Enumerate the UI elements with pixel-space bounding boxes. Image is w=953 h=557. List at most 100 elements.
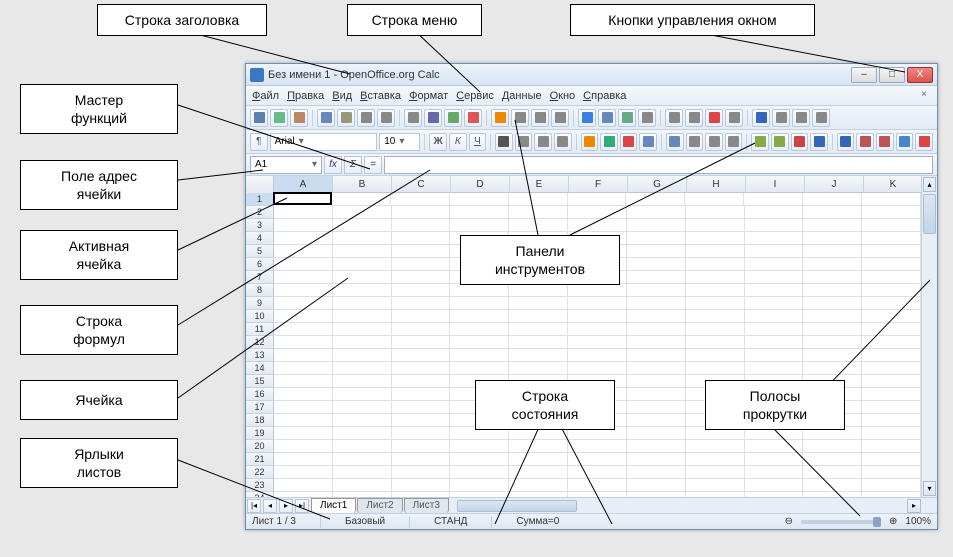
format-button[interactable] <box>666 133 684 151</box>
cell[interactable] <box>803 323 862 336</box>
cell[interactable] <box>332 193 391 206</box>
toolbar-button[interactable] <box>725 109 743 127</box>
cell[interactable] <box>333 401 392 414</box>
cell[interactable] <box>392 284 451 297</box>
cell[interactable] <box>686 453 745 466</box>
menu-item-вид[interactable]: Вид <box>332 90 352 102</box>
toolbar-button[interactable] <box>598 109 616 127</box>
name-box[interactable]: A1▾ <box>250 156 322 174</box>
cell[interactable] <box>509 466 568 479</box>
cell[interactable] <box>274 466 333 479</box>
cell[interactable] <box>333 310 392 323</box>
cell[interactable] <box>568 362 627 375</box>
cell[interactable] <box>627 310 686 323</box>
cell[interactable] <box>627 232 686 245</box>
cell[interactable] <box>862 414 921 427</box>
formula-input[interactable] <box>384 156 933 174</box>
toolbar-button[interactable] <box>511 109 529 127</box>
cell[interactable] <box>509 336 568 349</box>
cell[interactable] <box>627 453 686 466</box>
cell[interactable] <box>862 362 921 375</box>
cell[interactable] <box>627 362 686 375</box>
cell[interactable] <box>509 362 568 375</box>
cell[interactable] <box>274 388 333 401</box>
cell[interactable] <box>803 206 862 219</box>
sum-button[interactable]: Σ <box>344 156 362 174</box>
cell[interactable] <box>392 310 451 323</box>
toolbar-button[interactable] <box>705 109 723 127</box>
row-header[interactable]: 8 <box>246 284 274 297</box>
row-header[interactable]: 5 <box>246 245 274 258</box>
menu-item-файл[interactable]: Файл <box>252 90 279 102</box>
cell[interactable] <box>862 440 921 453</box>
cell[interactable] <box>686 284 745 297</box>
format-button[interactable] <box>554 133 572 151</box>
cell[interactable] <box>862 427 921 440</box>
zoom-in-icon[interactable]: ⊕ <box>889 516 897 527</box>
cell[interactable] <box>862 349 921 362</box>
cell[interactable] <box>745 232 804 245</box>
cell[interactable] <box>803 232 862 245</box>
cell[interactable] <box>509 323 568 336</box>
cell[interactable] <box>686 297 745 310</box>
cell[interactable] <box>509 453 568 466</box>
vertical-scrollbar[interactable]: ▴ ▾ <box>921 176 937 497</box>
cell[interactable] <box>627 284 686 297</box>
format-button[interactable] <box>620 133 638 151</box>
cell[interactable] <box>568 453 627 466</box>
cell[interactable] <box>509 193 568 206</box>
cell[interactable] <box>627 479 686 492</box>
row-header[interactable]: 19 <box>246 427 274 440</box>
format-button[interactable] <box>581 133 599 151</box>
cell[interactable] <box>333 297 392 310</box>
cell[interactable] <box>627 258 686 271</box>
zoom-out-icon[interactable]: ⊖ <box>785 516 793 527</box>
toolbar-button[interactable] <box>792 109 810 127</box>
titlebar[interactable]: Без имени 1 - OpenOffice.org Calc – □ X <box>246 64 937 86</box>
row-header[interactable]: 17 <box>246 401 274 414</box>
cell[interactable] <box>568 219 627 232</box>
cell[interactable] <box>333 284 392 297</box>
sheet-tab[interactable]: Лист1 <box>311 498 356 513</box>
cell[interactable] <box>392 388 451 401</box>
cell[interactable] <box>745 206 804 219</box>
row-header[interactable]: 4 <box>246 232 274 245</box>
cell[interactable] <box>745 349 804 362</box>
cell[interactable] <box>450 362 509 375</box>
cell[interactable] <box>686 362 745 375</box>
format-button[interactable] <box>771 133 789 151</box>
cell[interactable] <box>333 440 392 453</box>
cell[interactable] <box>392 440 451 453</box>
tab-nav-button[interactable]: ◂ <box>263 499 277 513</box>
toolbar-button[interactable] <box>812 109 830 127</box>
doc-close-icon[interactable]: × <box>917 89 931 103</box>
row-header[interactable]: 14 <box>246 362 274 375</box>
formula-eq-button[interactable]: = <box>364 156 382 174</box>
cell[interactable] <box>862 271 921 284</box>
cell[interactable] <box>392 258 451 271</box>
cell[interactable] <box>568 440 627 453</box>
cell[interactable] <box>450 297 509 310</box>
cell[interactable] <box>509 440 568 453</box>
cell[interactable] <box>803 245 862 258</box>
cell[interactable] <box>803 258 862 271</box>
toolbar-button[interactable] <box>618 109 636 127</box>
format-button[interactable] <box>515 133 533 151</box>
cell[interactable] <box>745 271 804 284</box>
cell[interactable] <box>627 349 686 362</box>
cell[interactable] <box>862 401 921 414</box>
italic-button[interactable]: К <box>449 133 467 151</box>
cell[interactable] <box>686 219 745 232</box>
toolbar-button[interactable] <box>337 109 355 127</box>
cell[interactable] <box>686 336 745 349</box>
tab-nav-button[interactable]: |◂ <box>247 499 261 513</box>
column-header[interactable]: E <box>510 176 569 193</box>
column-header[interactable]: C <box>392 176 451 193</box>
format-button[interactable] <box>534 133 552 151</box>
minimize-button[interactable]: – <box>851 67 877 83</box>
cell[interactable] <box>333 466 392 479</box>
cell[interactable] <box>686 466 745 479</box>
cell[interactable] <box>862 479 921 492</box>
column-header[interactable]: A <box>274 176 333 193</box>
toolbar-button[interactable] <box>404 109 422 127</box>
